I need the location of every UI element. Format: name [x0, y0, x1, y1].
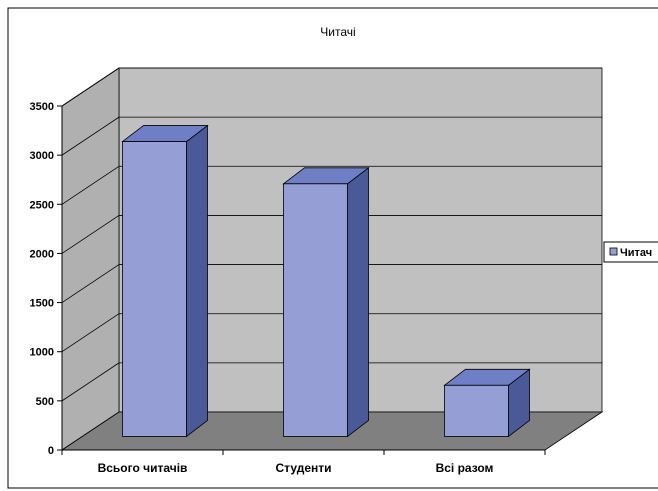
gridline-side	[61, 116, 120, 156]
y-axis-ticks: 0 500 1000 1500 2000 2500 3000 3500	[30, 101, 62, 457]
legend-label: Читач	[620, 247, 652, 259]
legend: Читач	[603, 241, 658, 263]
x-axis-labels: Всього читачів Студенти Всі разом	[61, 450, 546, 475]
bar	[443, 368, 531, 438]
bar-side	[186, 124, 208, 438]
y-tick-label: 500	[36, 396, 54, 408]
gridline-side	[61, 362, 120, 402]
bar-side	[347, 166, 369, 438]
y-tick-label: 3000	[30, 150, 54, 162]
y-tick-label: 2500	[30, 199, 54, 211]
axes	[61, 106, 545, 451]
x-category-label: Студенти	[275, 461, 331, 475]
chart-title: Читачі	[320, 25, 355, 39]
bar	[121, 124, 209, 438]
gridline-side	[61, 313, 120, 353]
x-category-label: Всі разом	[436, 461, 494, 475]
x-category-label: Всього читачів	[98, 461, 188, 475]
side-wall	[61, 67, 120, 451]
bar-front	[283, 183, 348, 437]
legend-box	[603, 241, 658, 263]
gridline-side	[61, 67, 120, 107]
gridline-side	[61, 264, 120, 303]
y-tick-label: 1000	[30, 347, 54, 359]
bar	[282, 166, 370, 438]
y-tick-label: 0	[48, 445, 54, 457]
bar-front	[122, 141, 187, 437]
y-tick-label: 3500	[30, 101, 54, 113]
bar-front	[444, 384, 509, 437]
gridline-side	[61, 165, 120, 205]
gridline-side	[61, 215, 120, 254]
legend-swatch	[609, 247, 618, 256]
bars	[121, 124, 531, 438]
y-tick-label: 2000	[30, 248, 54, 260]
y-tick-label: 1500	[30, 298, 54, 310]
